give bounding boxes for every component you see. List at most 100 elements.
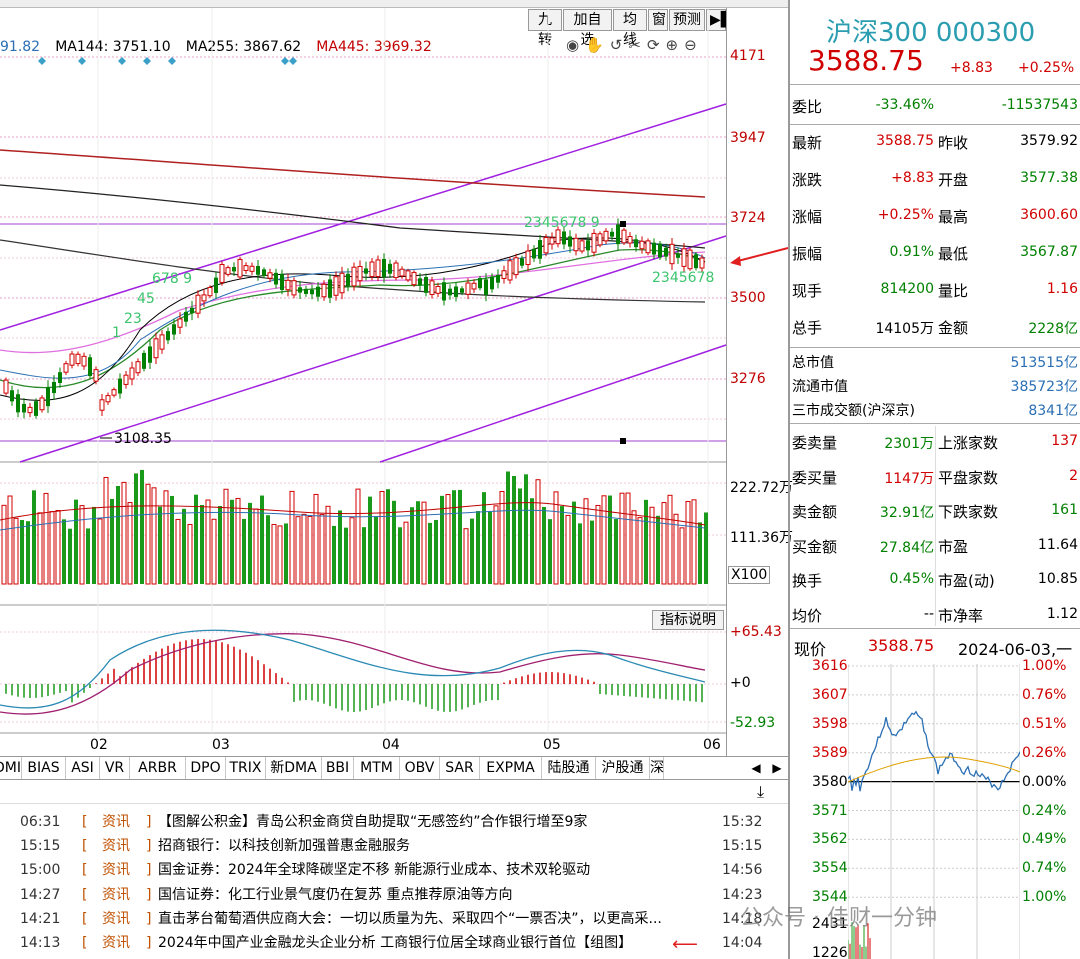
- line-endpoint: [620, 438, 626, 444]
- falling-volume-bar: [398, 527, 402, 584]
- rising-candle: [291, 280, 297, 296]
- forecast-button[interactable]: 预测: [669, 9, 705, 31]
- news-item[interactable]: 15:15 [ 资讯] 招商银行：以科技创新加强普惠金融服务 15:15: [0, 834, 790, 858]
- falling-candle: [184, 311, 188, 322]
- news-title[interactable]: 【图解公积金】青岛公积金商贷自助提取“无感签约”合作银行增至9家: [158, 814, 588, 830]
- news-item[interactable]: 14:27 [ 资讯] 国信证券：化工行业景气度仍在复苏 重点推荐原油等方向 14:2…: [0, 883, 790, 907]
- quote-value: 3588.75: [876, 133, 934, 149]
- news-tag-bracket: ]: [146, 935, 152, 951]
- falling-volume-bar: [362, 527, 366, 584]
- scissors-icon[interactable]: ✂: [628, 36, 647, 54]
- falling-candle: [274, 272, 278, 285]
- indicator-tab[interactable]: 陆股通: [542, 757, 596, 779]
- falling-volume-bar: [386, 489, 390, 584]
- falling-volume-bar: [410, 507, 414, 584]
- macd-axis-label: -52.93: [730, 715, 776, 731]
- zoom-out-icon[interactable]: ⊖: [684, 36, 703, 54]
- window-button[interactable]: 窗: [648, 9, 668, 31]
- news-tag-bracket: ]: [146, 838, 152, 855]
- scroll-left-button[interactable]: ◀: [751, 761, 761, 775]
- news-title[interactable]: 2024年中国产业金融龙头企业分析 工商银行位居全球商业银行首位【组图】: [158, 935, 633, 951]
- zoom-in-icon[interactable]: ⊕: [665, 36, 685, 54]
- nine-turn-bottom-label: 2345678: [652, 270, 715, 286]
- mini-price-axis-label: 3589: [812, 744, 848, 761]
- rising-volume-bar: [565, 514, 571, 585]
- news-title[interactable]: 直击茅台葡萄酒供应商大会：一切以质量为先、采取四个“一票否决”，以更高采...: [158, 910, 662, 927]
- news-title[interactable]: 国信证券：化工行业景气度仍在复苏 重点推荐原油等方向: [158, 886, 513, 903]
- ma-value: 91.82: [0, 39, 41, 55]
- hand-icon[interactable]: ✋: [585, 36, 610, 54]
- rising-volume-bar: [445, 493, 451, 585]
- stat-label: 市盈(动): [938, 572, 995, 590]
- channel-line: [0, 103, 727, 331]
- indicator-tab[interactable]: 深: [650, 757, 664, 779]
- stat-value: 0.45%: [889, 571, 934, 587]
- intraday-chart[interactable]: [848, 664, 1020, 959]
- indicator-tab[interactable]: DMI: [0, 757, 22, 779]
- add-watchlist-button[interactable]: 加自选: [563, 9, 612, 48]
- rising-volume-bar: [295, 516, 301, 585]
- quote-value: 1.16: [1046, 281, 1078, 297]
- news-item[interactable]: 14:21 [ 资讯] 直击茅台葡萄酒供应商大会：一切以质量为先、采取四个“一票否决…: [0, 907, 790, 931]
- falling-candle: [562, 231, 566, 245]
- falling-candle: [388, 263, 392, 274]
- rising-candle: [333, 276, 339, 296]
- rising-candle: [471, 282, 477, 290]
- indicator-tab[interactable]: DPO: [186, 757, 226, 779]
- indicator-tab[interactable]: ASI: [66, 757, 100, 779]
- channel-line: [379, 344, 727, 463]
- ma445-line: [0, 149, 706, 198]
- falling-candle: [214, 277, 218, 293]
- market-value: 513515亿: [1010, 355, 1078, 371]
- rising-volume-bar: [103, 476, 109, 585]
- ma-button[interactable]: 均线: [613, 9, 647, 48]
- falling-candle: [538, 240, 542, 259]
- rising-candle: [195, 294, 201, 314]
- indicator-tab[interactable]: ARBR: [130, 757, 186, 779]
- kline-chart[interactable]: [0, 0, 790, 790]
- news-item[interactable]: 15:00 [ 资讯] 国金证券：2024年全球降碳坚定不移 新能源行业成本、技术双…: [0, 858, 790, 882]
- rising-volume-bar: [235, 497, 241, 585]
- rising-volume-bar: [145, 483, 151, 585]
- mini-date: 2024-06-03,一: [958, 640, 1073, 659]
- rising-candle: [207, 286, 213, 297]
- news-title[interactable]: 招商银行：以科技创新加强普惠金融服务: [158, 838, 410, 855]
- indicator-tab[interactable]: BIAS: [22, 757, 66, 779]
- indicator-tab[interactable]: 新DMA: [266, 757, 322, 779]
- indicator-tab[interactable]: 沪股通: [596, 757, 650, 779]
- rising-volume-bar: [163, 490, 169, 585]
- falling-candle: [142, 352, 146, 369]
- scroll-right-button[interactable]: ▶: [772, 761, 782, 775]
- download-icon[interactable]: ⤓: [757, 782, 765, 801]
- macd-explain-button[interactable]: 指标说明: [652, 610, 724, 630]
- refresh-icon[interactable]: ⟳: [646, 36, 666, 54]
- news-item[interactable]: 06:31 [ 资讯] 【图解公积金】青岛公积金商贷自助提取“无感签约”合作银行增至…: [0, 810, 790, 834]
- indicator-tab[interactable]: EXPMA: [480, 757, 542, 779]
- indicator-tab[interactable]: VR: [100, 757, 130, 779]
- eye-icon[interactable]: ◉: [566, 36, 586, 54]
- indicator-tab[interactable]: TRIX: [226, 757, 266, 779]
- indicator-tab[interactable]: SAR: [440, 757, 480, 779]
- undo-icon[interactable]: ↺: [609, 36, 629, 54]
- falling-candle: [478, 278, 482, 289]
- rising-volume-bar: [379, 490, 385, 585]
- rising-volume-bar: [463, 528, 469, 585]
- news-time: 06:31: [20, 814, 61, 830]
- falling-volume-bar: [572, 501, 576, 584]
- news-tag-label: 资讯: [102, 838, 130, 855]
- news-title[interactable]: 国金证券：2024年全球降碳坚定不移 新能源行业成本、技术双轮驱动: [158, 862, 591, 879]
- month-label: 02: [90, 737, 108, 753]
- month-label: 03: [212, 737, 230, 753]
- rising-volume-bar: [601, 495, 607, 585]
- news-tag-label: 资讯: [102, 886, 130, 903]
- indicator-tab[interactable]: MTM: [354, 757, 400, 779]
- rising-candle: [375, 259, 381, 277]
- news-item[interactable]: 14:13 [ 资讯] 2024年中国产业金融龙头企业分析 工商银行位居全球商业银行…: [0, 931, 790, 955]
- mini-price: 3588.75: [868, 636, 935, 655]
- indicator-tab[interactable]: BBI: [322, 757, 354, 779]
- quote-label: 最高: [938, 208, 969, 226]
- indicator-tab[interactable]: OBV: [400, 757, 440, 779]
- falling-volume-bar: [452, 490, 456, 584]
- rising-candle: [159, 334, 165, 350]
- rising-candle: [123, 374, 129, 385]
